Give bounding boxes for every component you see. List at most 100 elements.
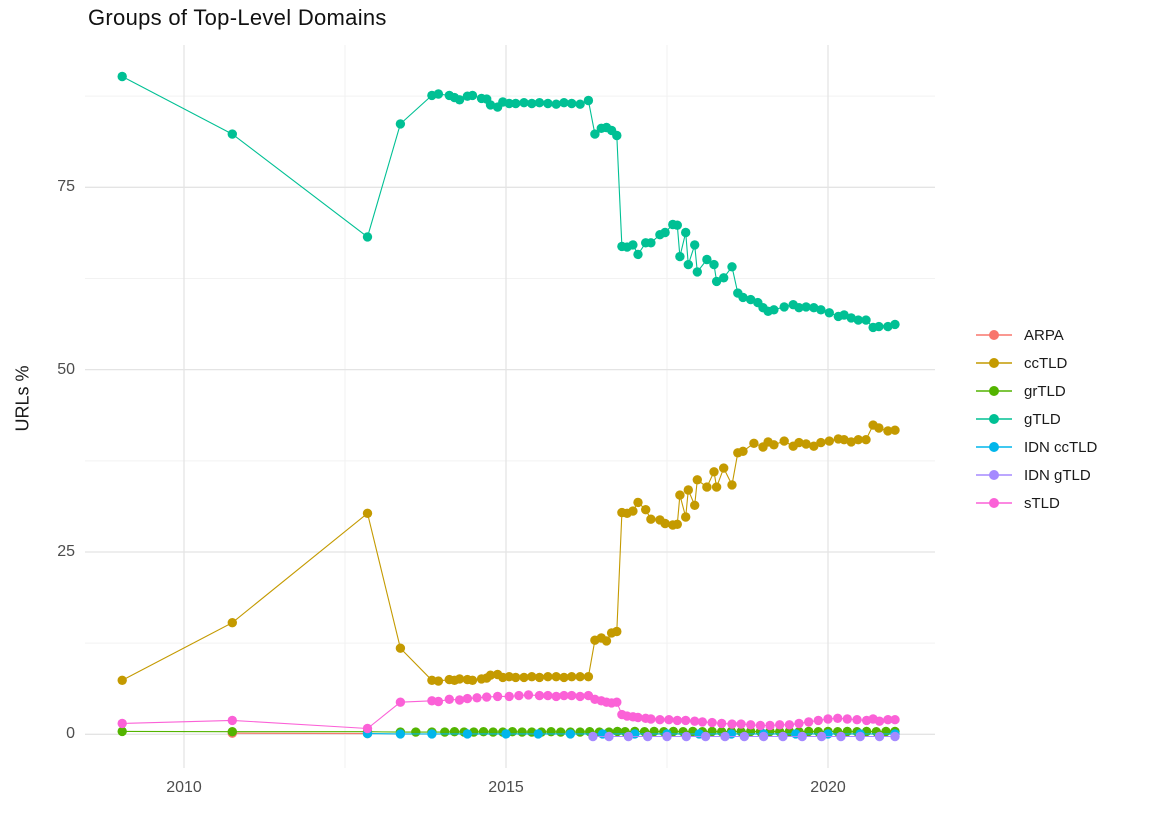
data-point-gtld: [738, 292, 748, 303]
data-point-stld: [765, 720, 775, 731]
data-point-stld: [559, 690, 569, 701]
data-point-cctld: [534, 672, 545, 683]
data-point-stld: [697, 717, 708, 727]
data-point-stld: [883, 715, 893, 725]
y-tick-label: 25: [57, 542, 75, 560]
legend-label: gTLD: [1024, 410, 1061, 428]
data-point-gtld: [883, 321, 893, 332]
data-point-gtld: [719, 273, 729, 283]
data-point-cctld: [433, 676, 444, 686]
data-point-stld: [472, 693, 482, 703]
data-point-gtld: [890, 319, 900, 330]
legend-item-grtld: grTLD: [975, 377, 1097, 405]
legend-label: sTLD: [1024, 494, 1060, 512]
data-point-gtld: [575, 99, 585, 109]
data-point-idn-gtld: [890, 731, 900, 742]
data-point-cctld: [511, 672, 521, 683]
data-point-stld: [823, 714, 833, 724]
data-point-cctld: [683, 485, 693, 495]
data-point-stld: [736, 719, 746, 729]
data-point-idn-gtld: [623, 731, 634, 742]
data-point-cctld: [702, 482, 712, 492]
data-point-cctld: [749, 438, 759, 448]
legend-key-icon: [976, 330, 1012, 340]
data-point-cctld: [816, 437, 826, 448]
data-point-cctld: [601, 636, 612, 646]
data-point-cctld: [727, 480, 737, 490]
data-point-stld: [690, 716, 700, 726]
data-point-cctld: [485, 670, 496, 680]
data-point-stld: [482, 692, 492, 702]
data-point-idn-gtld: [874, 731, 885, 742]
legend-item-cctld: ccTLD: [975, 349, 1097, 377]
legend-key-icon: [976, 470, 1012, 480]
data-point-grtld: [449, 727, 460, 737]
data-point-cctld: [117, 675, 127, 685]
data-point-idn-gtld: [604, 731, 614, 742]
plot-area: [85, 45, 935, 768]
data-point-gtld: [675, 251, 685, 262]
data-point-cctld: [711, 482, 722, 492]
data-point-gtld: [612, 130, 622, 141]
data-point-cctld: [395, 643, 406, 653]
data-point-cctld: [575, 672, 585, 682]
data-point-cctld: [709, 467, 719, 477]
data-point-cctld: [883, 426, 893, 436]
data-point-stld: [514, 690, 524, 701]
data-point-stld: [612, 697, 622, 707]
data-point-cctld: [839, 435, 849, 445]
data-point-cctld: [824, 436, 834, 446]
data-point-gtld: [511, 98, 521, 109]
x-tick-label: 2020: [810, 779, 846, 796]
data-point-gtld: [690, 240, 700, 250]
data-point-cctld: [769, 440, 779, 450]
data-point-gtld: [769, 305, 779, 315]
y-tick-label: 50: [57, 360, 75, 378]
data-point-gtld: [809, 303, 819, 313]
data-point-cctld: [681, 512, 691, 522]
data-point-cctld: [690, 500, 700, 510]
data-point-gtld: [711, 276, 722, 287]
legend-label: IDN gTLD: [1024, 466, 1091, 484]
data-point-grtld: [411, 727, 421, 737]
data-point-stld: [672, 715, 682, 726]
legend-label: grTLD: [1024, 382, 1066, 400]
data-point-grtld: [556, 727, 566, 737]
data-point-gtld: [816, 305, 826, 315]
data-point-stld: [646, 714, 656, 724]
data-point-stld: [874, 716, 885, 726]
data-point-idn-gtld: [588, 731, 598, 742]
data-point-cctld: [227, 618, 237, 628]
data-point-stld: [504, 691, 514, 702]
data-point-stld: [804, 717, 814, 727]
data-point-stld: [543, 690, 553, 701]
data-point-grtld: [488, 727, 498, 737]
data-point-gtld: [628, 240, 638, 250]
legend-key-icon: [976, 414, 1012, 424]
data-point-stld: [551, 691, 561, 702]
data-point-idn-gtld: [662, 731, 672, 742]
data-point-stld: [842, 714, 852, 724]
legend-key-icon: [976, 386, 1012, 396]
data-point-gtld: [433, 89, 444, 99]
data-point-gtld: [683, 259, 693, 270]
data-point-stld: [717, 718, 727, 729]
y-axis-title: URLs %: [12, 365, 33, 432]
data-point-gtld: [794, 303, 804, 313]
data-point-grtld: [478, 727, 489, 737]
data-point-cctld: [890, 425, 900, 435]
legend-item-stld: sTLD: [975, 489, 1097, 517]
data-point-stld: [755, 720, 766, 731]
data-point-cctld: [527, 672, 537, 682]
data-point-idn-gtld: [681, 731, 691, 742]
data-point-cctld: [660, 518, 670, 529]
data-point-cctld: [567, 672, 577, 682]
data-point-idn-gtld: [836, 731, 846, 742]
data-point-cctld: [692, 475, 702, 485]
data-point-stld: [633, 712, 643, 723]
data-point-idn-cctld: [395, 729, 406, 739]
data-point-idn-cctld: [501, 729, 511, 739]
data-point-gtld: [646, 238, 656, 248]
data-point-idn-cctld: [462, 729, 473, 739]
data-point-gtld: [839, 310, 849, 320]
